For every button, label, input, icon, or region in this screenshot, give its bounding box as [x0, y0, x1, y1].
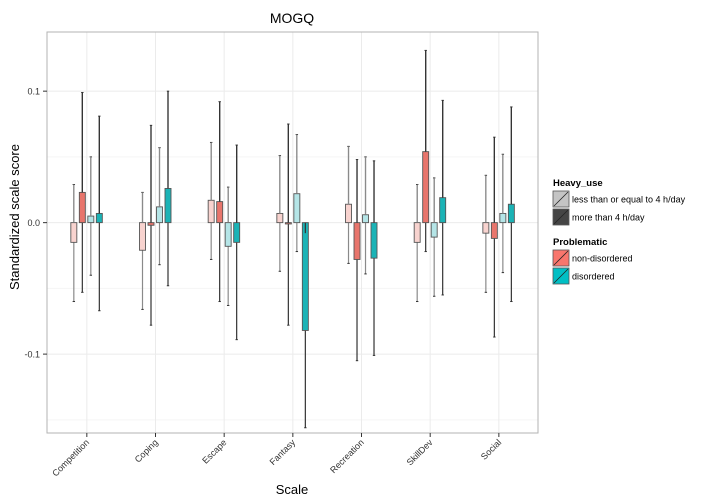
y-tick-label: 0.0 [27, 218, 40, 228]
bar [164, 188, 172, 224]
x-axis-label: Scale [276, 482, 309, 497]
legend-key [552, 190, 570, 208]
bar [139, 222, 146, 251]
legend-slash [553, 209, 569, 225]
bar [233, 222, 241, 243]
legend-slash [553, 268, 569, 284]
legend-label: disordered [572, 272, 615, 282]
bar [284, 222, 292, 225]
legend-label: less than or equal to 4 h/day [572, 195, 686, 205]
bar [87, 215, 95, 224]
bar [353, 222, 361, 260]
chart-title: MOGQ [270, 10, 314, 26]
bar [156, 206, 163, 224]
legend-key [552, 249, 570, 267]
legend-slash [553, 250, 569, 266]
bar [422, 151, 430, 224]
bar [70, 222, 78, 243]
bar [499, 212, 507, 224]
legend-slash [553, 191, 569, 207]
y-tick-label: 0.1 [27, 87, 40, 97]
legend-label: more than 4 h/day [572, 213, 645, 223]
bar [301, 222, 309, 331]
bar [439, 197, 447, 224]
y-tick-label: -0.1 [24, 350, 40, 360]
bar [207, 199, 215, 224]
bar [507, 203, 515, 224]
grid [47, 32, 538, 433]
legend-title: Heavy_use [553, 178, 603, 189]
bar [147, 222, 155, 226]
bar [482, 222, 490, 234]
bar [345, 203, 352, 224]
bar [413, 222, 421, 243]
bar [490, 222, 498, 239]
bar [276, 212, 284, 224]
legend-label: non-disordered [572, 254, 633, 264]
bar [430, 222, 438, 238]
bar [362, 214, 369, 224]
legend-title: Problematic [553, 237, 607, 248]
legend-key [552, 208, 570, 226]
bar [293, 193, 301, 224]
chart-marks [70, 49, 515, 429]
y-axis-label: Standardized scale score [7, 144, 22, 290]
bar [95, 212, 103, 224]
legend-key [552, 267, 570, 285]
bar [216, 201, 224, 224]
y-axis: -0.1 0.0 0.1 [24, 87, 47, 360]
bar [224, 222, 232, 247]
bar [370, 222, 378, 259]
bar [78, 191, 86, 224]
